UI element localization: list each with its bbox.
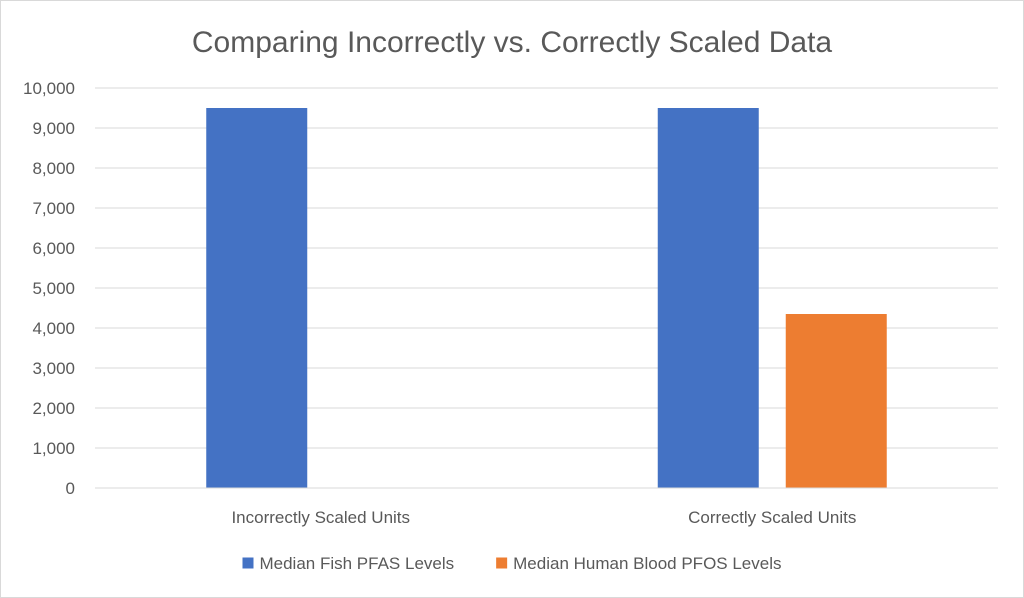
y-tick-label: 1,000 [32,439,75,458]
y-tick-label: 8,000 [32,159,75,178]
legend-swatch [496,557,508,569]
legend: Median Fish PFAS Levels Median Human Bloo… [242,554,782,573]
bars [206,108,887,488]
x-category-label: Incorrectly Scaled Units [231,508,410,527]
bar-median-human-blood-pfos-levels-1 [785,314,887,488]
legend-item: Median Human Blood PFOS Levels [496,554,782,573]
y-tick-label: 6,000 [32,239,75,258]
y-tick-label: 2,000 [32,399,75,418]
y-tick-label: 0 [66,479,75,498]
bar-median-fish-pfas-levels-1 [657,108,759,488]
y-tick-label: 4,000 [32,319,75,338]
legend-label: Median Human Blood PFOS Levels [513,554,781,573]
y-tick-label: 7,000 [32,199,75,218]
y-tick-label: 9,000 [32,119,75,138]
y-tick-label: 10,000 [23,79,75,98]
legend-label: Median Fish PFAS Levels [259,554,454,573]
bar-median-fish-pfas-levels-0 [206,108,308,488]
x-category-label: Correctly Scaled Units [688,508,856,527]
chart-title: Comparing Incorrectly vs. Correctly Scal… [192,26,833,59]
legend-item: Median Fish PFAS Levels [242,554,454,573]
y-tick-label: 5,000 [32,279,75,298]
y-tick-label: 3,000 [32,359,75,378]
legend-swatch [242,557,254,569]
x-axis-category-labels: Incorrectly Scaled Units Correctly Scaled… [231,508,856,527]
y-axis-tick-labels: 0 1,000 2,000 3,000 4,000 5,000 6,000 7,000 8,00… [23,79,75,498]
